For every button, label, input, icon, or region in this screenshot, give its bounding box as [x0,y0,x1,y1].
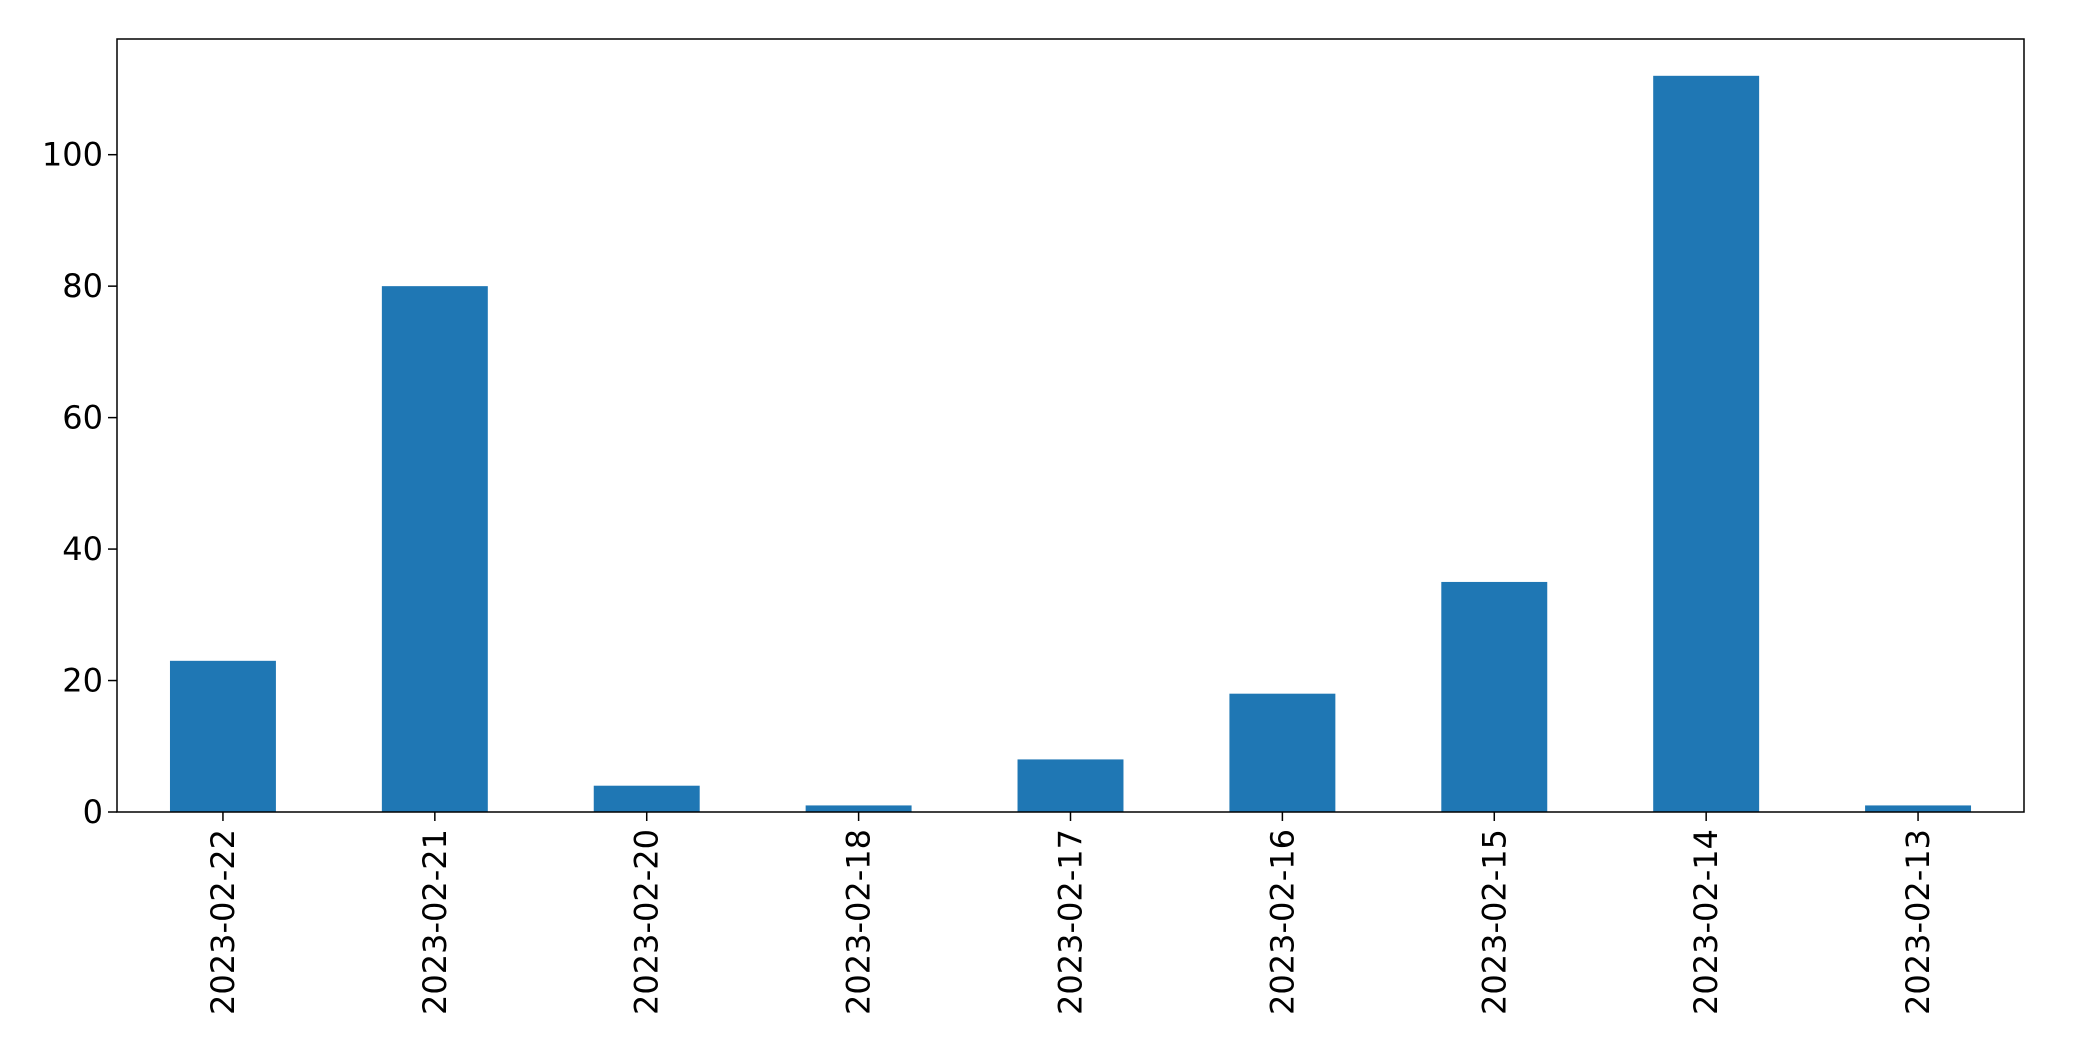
y-tick-label: 60 [62,399,103,437]
x-tick-label: 2023-02-16 [1263,829,1301,1015]
x-tick-label: 2023-02-14 [1687,829,1725,1015]
bar-2023-02-13 [1865,805,1972,812]
bar-2023-02-17 [1017,759,1124,812]
bar-2023-02-16 [1229,693,1336,812]
y-tick-label: 0 [83,793,103,831]
x-tick-label: 2023-02-21 [416,829,454,1015]
x-tick-label: 2023-02-18 [840,829,878,1015]
x-tick-label: 2023-02-15 [1475,829,1513,1015]
x-tick-label: 2023-02-22 [204,829,242,1015]
x-tick-label: 2023-02-13 [1899,829,1937,1015]
y-axis: 0 20 40 60 80 100 [42,136,117,831]
x-tick-label: 2023-02-20 [628,829,666,1015]
bar-2023-02-14 [1653,75,1760,813]
bars-layer [169,75,1972,813]
bar-2023-02-15 [1441,581,1548,812]
bar-2023-02-21 [381,286,488,812]
y-tick-label: 40 [62,530,103,568]
y-tick-label: 20 [62,662,103,700]
x-tick-label: 2023-02-17 [1052,829,1090,1015]
bar-2023-02-20 [593,785,700,812]
y-tick-label: 80 [62,267,103,305]
bar-2023-02-22 [169,660,276,812]
bar-2023-02-18 [805,805,912,812]
x-axis: 2023-02-22 2023-02-21 2023-02-20 2023-02-18… [204,812,1937,1015]
y-tick-label: 100 [42,136,103,174]
